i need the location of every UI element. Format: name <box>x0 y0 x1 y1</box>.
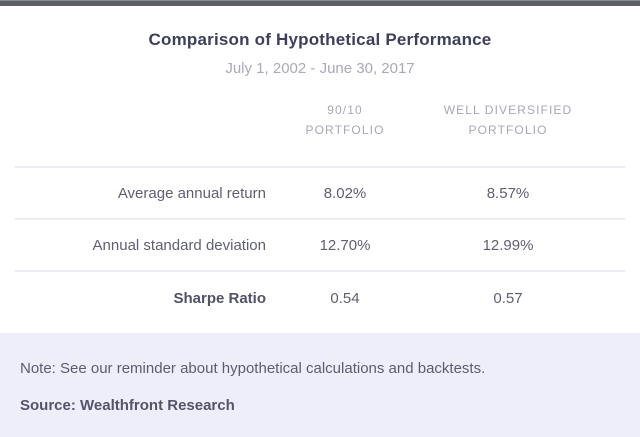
row-label: Annual standard deviation <box>92 236 266 254</box>
column-header-line: PORTFOLIO <box>468 123 548 137</box>
column-header-line: PORTFOLIO <box>305 123 385 137</box>
row-value: 12.70% <box>319 236 371 254</box>
row-label: Sharpe Ratio <box>173 289 266 307</box>
top-bar <box>0 0 640 6</box>
card-header: Comparison of Hypothetical Performance J… <box>0 30 640 78</box>
row-value: 0.54 <box>330 289 360 307</box>
table-header-row: 90/10 PORTFOLIO WELL DIVERSIFIED PORTFOLIO <box>15 100 625 168</box>
table-row: Annual standard deviation 12.70% 12.99% <box>15 220 625 272</box>
column-header-line: WELL DIVERSIFIED <box>443 103 573 117</box>
page-title: Comparison of Hypothetical Performance <box>148 30 492 49</box>
row-value: 8.57% <box>486 184 530 202</box>
table-row: Sharpe Ratio 0.54 0.57 <box>15 272 625 324</box>
table-row: Average annual return 8.02% 8.57% <box>15 168 625 220</box>
column-header-90-10: 90/10 PORTFOLIO <box>280 100 410 140</box>
row-value: 8.02% <box>323 184 367 202</box>
row-label: Average annual return <box>117 184 266 202</box>
column-header-well-diversified: WELL DIVERSIFIED PORTFOLIO <box>410 100 606 140</box>
header-spacer <box>15 100 280 140</box>
column-header-line: 90/10 <box>327 103 363 117</box>
footer-note: Note: See our reminder about hypothetica… <box>20 360 486 377</box>
row-value: 12.99% <box>482 236 534 254</box>
footer: Note: See our reminder about hypothetica… <box>0 333 640 437</box>
footer-source: Source: Wealthfront Research <box>20 397 235 414</box>
date-range-subtitle: July 1, 2002 - June 30, 2017 <box>225 60 415 77</box>
row-value: 0.57 <box>493 289 523 307</box>
